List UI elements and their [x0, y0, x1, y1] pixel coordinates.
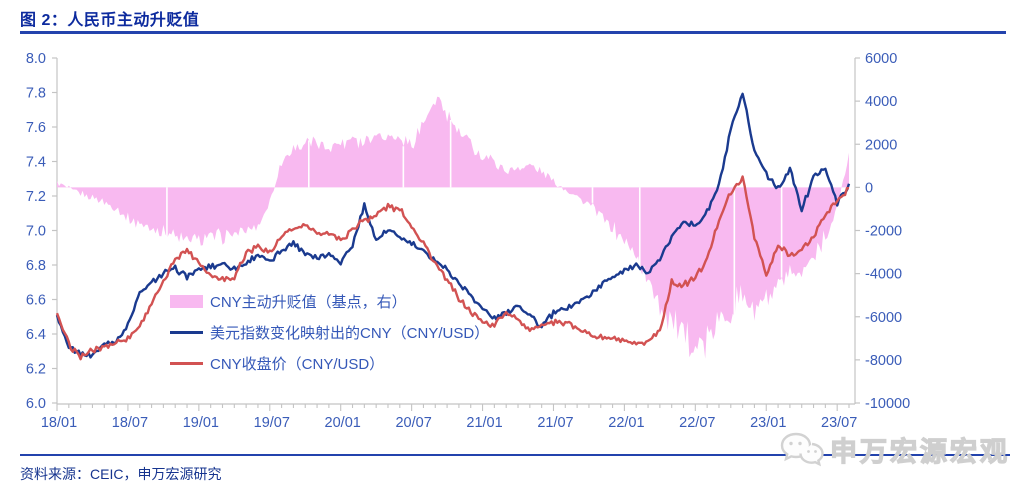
left-axis-tick-label: 7.4	[26, 155, 46, 171]
right-axis-tick-label: 0	[865, 180, 873, 196]
page-title: 图 2：人民币主动升贬值	[20, 12, 200, 29]
left-axis-tick-label: 6.6	[26, 293, 46, 309]
legend-label: 美元指数变化映射出的CNY（CNY/USD）	[210, 324, 490, 342]
axes: 8.0 7.8 7.6 7.4 7.2 7.0 6.8 6.6 6.4 6.2 6.0 6000 400…	[26, 51, 910, 431]
title-underline	[20, 31, 1006, 34]
right-axis-tick-label: -10000	[865, 396, 910, 412]
legend-line-swatch	[170, 361, 203, 365]
right-axis-tick-label: -2000	[865, 224, 902, 240]
right-axis-tick-label: -8000	[865, 353, 902, 369]
legend-label: CNY主动升贬值（基点，右）	[210, 293, 407, 311]
red-line-series	[55, 175, 850, 361]
right-axis-tick-label: 4000	[865, 94, 897, 110]
wechat-icon	[780, 432, 824, 466]
x-axis-tick-label: 20/01	[325, 415, 361, 431]
x-axis-tick-label: 19/07	[254, 415, 290, 431]
pink-area-series	[57, 96, 849, 359]
x-axis-tick-label: 22/01	[608, 415, 644, 431]
x-axis-tick-label: 23/01	[750, 415, 786, 431]
x-axis-tick-label: 20/07	[395, 415, 431, 431]
right-axis-tick-label: -6000	[865, 310, 902, 326]
x-axis-tick-label: 19/01	[183, 415, 219, 431]
legend-item-2: CNY收盘价（CNY/USD）	[170, 352, 489, 374]
chart-area: 8.0 7.8 7.6 7.4 7.2 7.0 6.8 6.6 6.4 6.2 6.0 6000 400…	[0, 36, 1024, 448]
right-axis-tick-label: 2000	[865, 137, 897, 153]
watermark: 申万宏源宏观	[779, 430, 1010, 469]
left-axis-tick-label: 6.2	[26, 362, 46, 378]
left-axis-tick-label: 7.6	[26, 120, 46, 136]
legend-item-0: CNY主动升贬值（基点，右）	[170, 290, 489, 312]
right-axis-tick-label: -4000	[865, 267, 902, 283]
cny-chart-svg: 8.0 7.8 7.6 7.4 7.2 7.0 6.8 6.6 6.4 6.2 6.0 6000 400…	[26, 51, 910, 431]
legend-line-swatch	[170, 330, 203, 334]
left-axis-tick-label: 7.8	[26, 86, 46, 102]
legend-area-swatch	[170, 294, 203, 308]
legend-item-1: 美元指数变化映射出的CNY（CNY/USD）	[170, 321, 489, 343]
left-axis-tick-label: 6.8	[26, 258, 46, 274]
chart-legend: CNY主动升贬值（基点，右） 美元指数变化映射出的CNY（CNY/USD） CNY收…	[170, 290, 489, 374]
x-axis-tick-label: 22/07	[679, 415, 715, 431]
footer-rule	[20, 454, 1010, 456]
left-axis-tick-label: 7.0	[26, 224, 46, 240]
left-axis-tick-label: 7.2	[26, 189, 46, 205]
x-axis-tick-label: 18/07	[112, 415, 148, 431]
x-axis-tick-label: 23/07	[821, 415, 857, 431]
left-axis-tick-label: 8.0	[26, 51, 46, 67]
right-axis-tick-label: 6000	[865, 51, 897, 67]
source-note: 资料来源：CEIC，申万宏源研究	[20, 466, 222, 482]
legend-label: CNY收盘价（CNY/USD）	[210, 355, 385, 373]
x-axis-tick-label: 18/01	[41, 415, 77, 431]
left-axis-tick-label: 6.0	[26, 396, 46, 412]
navy-line-series	[55, 92, 851, 359]
x-axis-tick-label: 21/01	[466, 415, 502, 431]
watermark-text: 申万宏源宏观	[829, 436, 1010, 467]
left-axis-tick-label: 6.4	[26, 327, 46, 343]
x-axis-tick-label: 21/07	[537, 415, 573, 431]
